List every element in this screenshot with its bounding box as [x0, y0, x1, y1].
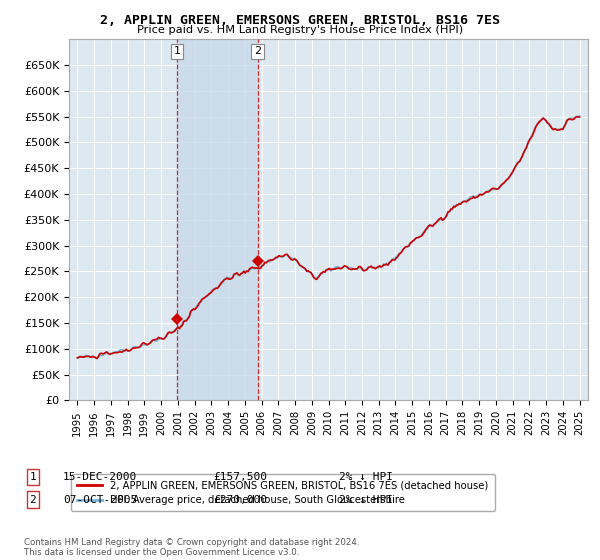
Text: Contains HM Land Registry data © Crown copyright and database right 2024.
This d: Contains HM Land Registry data © Crown c… [24, 538, 359, 557]
Text: 2: 2 [254, 46, 261, 57]
Text: 07-OCT-2005: 07-OCT-2005 [63, 494, 137, 505]
Text: £157,500: £157,500 [213, 472, 267, 482]
Text: 2: 2 [29, 494, 37, 505]
Bar [177, 39, 257, 400]
Text: £270,000: £270,000 [213, 494, 267, 505]
Text: 1: 1 [173, 46, 181, 57]
Text: Price paid vs. HM Land Registry's House Price Index (HPI): Price paid vs. HM Land Registry's House … [137, 25, 463, 35]
Legend: 2, APPLIN GREEN, EMERSONS GREEN, BRISTOL, BS16 7ES (detached house), HPI: Averag: 2, APPLIN GREEN, EMERSONS GREEN, BRISTOL… [71, 474, 494, 511]
Text: 2, APPLIN GREEN, EMERSONS GREEN, BRISTOL, BS16 7ES: 2, APPLIN GREEN, EMERSONS GREEN, BRISTOL… [100, 14, 500, 27]
Text: 15-DEC-2000: 15-DEC-2000 [63, 472, 137, 482]
Text: 2% ↓ HPI: 2% ↓ HPI [339, 494, 393, 505]
Text: 1: 1 [29, 472, 37, 482]
Text: 2% ↓ HPI: 2% ↓ HPI [339, 472, 393, 482]
